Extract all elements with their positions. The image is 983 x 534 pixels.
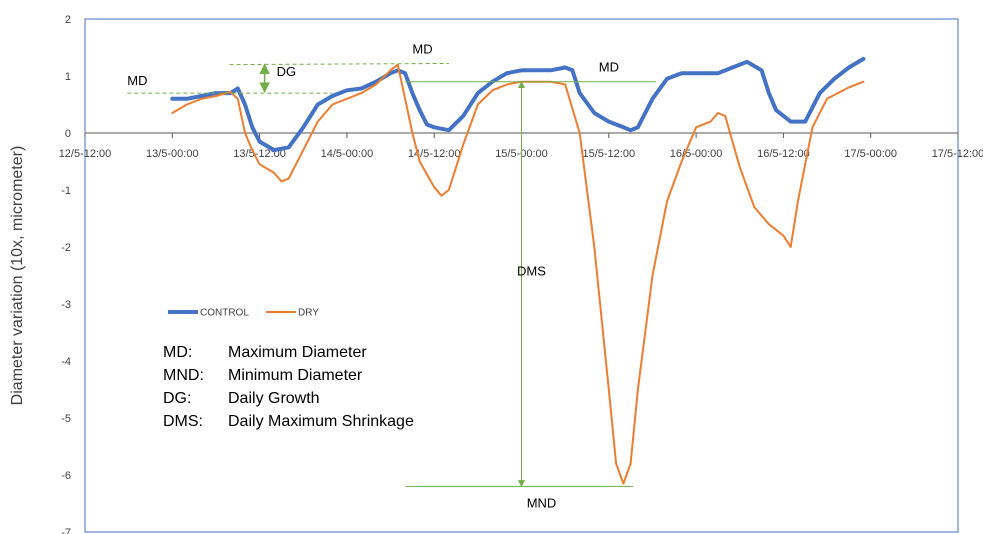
- legend-label-dry: DRY: [298, 308, 319, 319]
- x-tick-label: 16/5-12:00: [757, 148, 810, 160]
- dg-label: DG: [277, 64, 297, 79]
- y-tick-label: 1: [65, 71, 71, 83]
- y-tick-label: -1: [61, 185, 71, 197]
- y-tick-label: -3: [61, 299, 71, 311]
- key-meaning: Daily Growth: [228, 390, 320, 407]
- y-axis-label: Diameter variation (10x, micrometer): [9, 146, 26, 406]
- plot-border: [84, 18, 959, 533]
- dms-label: DMS: [517, 264, 546, 279]
- x-tick-label: 14/5-12:00: [408, 148, 461, 160]
- key-meaning: Minimum Diameter: [228, 367, 363, 384]
- x-tick-label: 12/5-12:00: [59, 148, 112, 160]
- x-tick-label: 17/5-00:00: [844, 148, 897, 160]
- md-label-3: MD: [599, 60, 619, 75]
- x-tick-label: 15/5-12:00: [582, 148, 635, 160]
- md-label-1: MD: [127, 73, 147, 88]
- mnd-label: MND: [527, 495, 557, 510]
- key-abbr: DMS:: [163, 413, 203, 430]
- series-line-dry: [171, 63, 865, 485]
- y-tick-label: -4: [61, 356, 71, 368]
- legend-label-control: CONTROL: [200, 308, 249, 319]
- x-tick-label: 17/5-12:00: [932, 148, 983, 160]
- key-meaning: Daily Maximum Shrinkage: [228, 413, 414, 430]
- md-line-2: [229, 62, 449, 66]
- x-tick-label: 13/5-00:00: [146, 148, 199, 160]
- x-tick-label: 16/5-00:00: [670, 148, 723, 160]
- key-meaning: Maximum Diameter: [228, 344, 367, 361]
- md-label-2: MD: [412, 41, 432, 56]
- y-tick-label: -2: [61, 242, 71, 254]
- x-tick-label: 14/5-00:00: [321, 148, 374, 160]
- key-abbr: MD:: [163, 344, 192, 361]
- y-tick-label: -7: [61, 527, 71, 534]
- y-tick-label: -6: [61, 470, 71, 482]
- y-tick-label: 0: [65, 128, 71, 140]
- y-tick-label: -5: [61, 413, 71, 425]
- key-abbr: MND:: [163, 367, 204, 384]
- key-abbr: DG:: [163, 390, 191, 407]
- y-tick-label: 2: [65, 14, 71, 26]
